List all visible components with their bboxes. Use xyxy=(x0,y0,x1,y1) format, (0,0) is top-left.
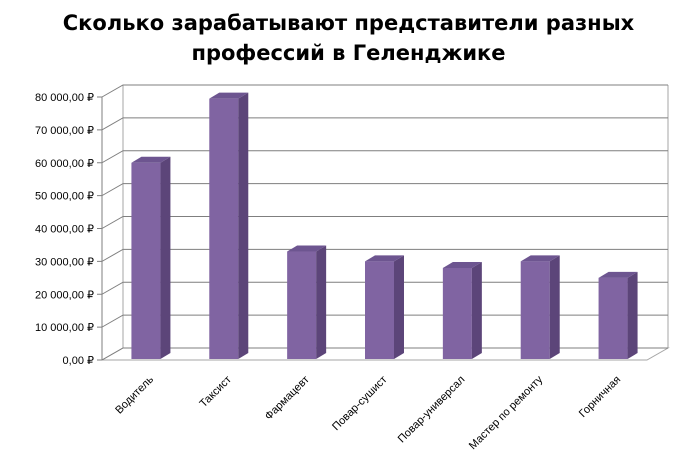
y-tick-label: 70 000,00 ₽ xyxy=(35,125,94,137)
bar xyxy=(520,255,560,359)
bar-front xyxy=(442,267,472,359)
bar-top xyxy=(131,156,171,163)
y-tick-label: 40 000,00 ₽ xyxy=(35,224,94,236)
bar-side xyxy=(316,245,327,359)
gridline xyxy=(101,117,668,131)
gridline xyxy=(101,314,668,328)
bar-side xyxy=(238,92,249,360)
y-tick-label: 80 000,00 ₽ xyxy=(35,92,94,104)
gridline xyxy=(101,248,668,262)
gridline xyxy=(101,84,668,98)
chart-title-line-2: профессий в Геленджике xyxy=(191,41,506,65)
bar xyxy=(287,245,327,359)
y-tick-label: 10 000,00 ₽ xyxy=(35,322,94,334)
x-category-label: Водитель xyxy=(113,373,156,416)
bar-front xyxy=(131,162,161,359)
x-category-label: Повар-универсал xyxy=(396,374,468,446)
bar-side xyxy=(471,261,482,359)
bar xyxy=(442,261,482,359)
bar-top xyxy=(442,261,482,268)
bar-front xyxy=(520,261,550,359)
x-category-label: Фармацевт xyxy=(263,374,312,423)
bar-side xyxy=(160,156,171,359)
bars xyxy=(131,92,638,360)
x-category-label: Повар-сушист xyxy=(330,374,390,434)
gridline xyxy=(101,150,668,164)
bar-front xyxy=(365,261,394,359)
x-category-label: Таксист xyxy=(198,374,234,410)
x-axis-labels: Водитель Таксист Фармацевт Повар-сушист Пова… xyxy=(113,373,623,452)
gridlines xyxy=(97,84,668,361)
bar-top xyxy=(209,92,249,99)
chart-title: Сколько зарабатывают представители разны… xyxy=(0,8,697,68)
bar-side xyxy=(627,271,638,359)
gridline xyxy=(101,183,668,197)
bar-side xyxy=(549,255,560,359)
bar-side xyxy=(394,255,404,359)
bar xyxy=(131,156,171,359)
bar xyxy=(598,271,638,359)
bar-top xyxy=(287,245,327,252)
y-tick-label: 20 000,00 ₽ xyxy=(35,289,94,301)
bar-top xyxy=(598,271,638,278)
y-tick-label: 0,00 ₽ xyxy=(63,355,94,367)
x-category-label: Мастер по ремонту xyxy=(467,373,546,452)
gridline xyxy=(101,347,668,361)
bar xyxy=(365,255,404,359)
y-axis-labels: 0,00 ₽ 10 000,00 ₽ 20 000,00 ₽ 30 000,00 ₽ 4… xyxy=(35,92,94,367)
y-tick-label: 60 000,00 ₽ xyxy=(35,158,94,170)
gridline xyxy=(101,281,668,295)
bar-front xyxy=(209,98,239,360)
bar-front xyxy=(287,251,317,359)
y-tick-label: 30 000,00 ₽ xyxy=(35,256,94,268)
chart-title-line-1: Сколько зарабатывают представители разны… xyxy=(62,11,635,35)
bar-top xyxy=(520,255,560,262)
bar xyxy=(209,92,249,360)
bar-top xyxy=(365,255,404,262)
x-category-label: Горничная xyxy=(577,374,623,420)
gridline xyxy=(101,216,668,229)
bar-front xyxy=(598,277,628,359)
y-tick-label: 50 000,00 ₽ xyxy=(35,191,94,203)
